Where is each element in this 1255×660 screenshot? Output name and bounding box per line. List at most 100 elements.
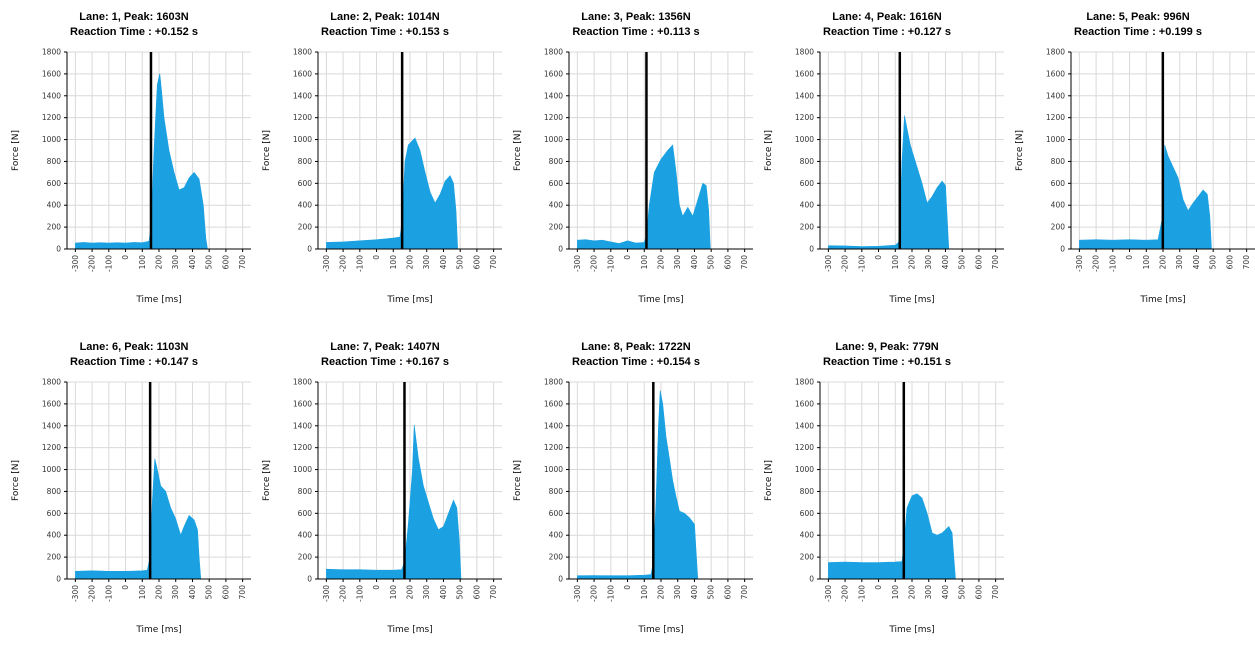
y-tick-label: 800	[298, 487, 313, 496]
y-tick-label: 200	[549, 553, 564, 562]
y-axis-label: Force [N]	[1015, 130, 1025, 171]
y-tick-label: 1000	[293, 465, 312, 474]
chart-title: Lane: 3, Peak: 1356N	[581, 11, 691, 23]
x-tick-label: -200	[1092, 255, 1101, 272]
y-tick-label: 1800	[795, 378, 814, 387]
x-tick-label: 500	[707, 585, 716, 600]
x-tick-label: 300	[924, 255, 933, 270]
x-tick-label: 100	[891, 585, 900, 600]
x-tick-label: -300	[71, 585, 80, 602]
y-tick-label: 1800	[544, 48, 563, 57]
x-tick-label: 0	[623, 255, 632, 260]
chart-svg: Lane: 1, Peak: 1603N Reaction Time : +0.1…	[11, 11, 251, 305]
y-tick-label: 200	[298, 553, 313, 562]
x-tick-label: 600	[221, 255, 230, 270]
x-tick-label: 200	[908, 585, 917, 600]
x-tick-label: 0	[623, 585, 632, 590]
y-tick-label: 600	[47, 179, 62, 188]
y-tick-label: 1400	[795, 91, 814, 100]
x-tick-label: 700	[489, 255, 498, 270]
y-tick-label: 0	[56, 575, 61, 584]
y-tick-label: 1000	[1046, 135, 1065, 144]
x-tick-label: 400	[439, 255, 448, 270]
x-tick-label: 200	[155, 255, 164, 270]
x-tick-label: 400	[690, 255, 699, 270]
y-tick-label: 1600	[293, 399, 312, 408]
chart-subtitle: Reaction Time : +0.113 s	[572, 26, 699, 38]
y-axis-label: Force [N]	[262, 130, 272, 171]
chart-title: Lane: 9, Peak: 779N	[835, 341, 938, 353]
x-tick-label: 400	[690, 585, 699, 600]
force-chart-lane-4: Lane: 4, Peak: 1616N Reaction Time : +0.1…	[753, 0, 1004, 330]
x-tick-label: -200	[841, 255, 850, 272]
y-tick-label: 0	[307, 575, 312, 584]
x-tick-label: -300	[573, 585, 582, 602]
chart-svg: Lane: 2, Peak: 1014N Reaction Time : +0.1…	[262, 11, 502, 305]
y-tick-label: 1600	[42, 69, 61, 78]
y-tick-label: 1200	[1046, 113, 1065, 122]
x-tick-label: -100	[355, 255, 364, 272]
x-tick-label: 500	[958, 255, 967, 270]
chart-subtitle: Reaction Time : +0.152 s	[70, 26, 198, 38]
x-tick-label: 500	[707, 255, 716, 270]
chart-subtitle: Reaction Time : +0.153 s	[321, 26, 449, 38]
x-tick-label: -100	[1108, 255, 1117, 272]
y-tick-label: 1400	[795, 421, 814, 430]
chart-subtitle: Reaction Time : +0.199 s	[1074, 26, 1202, 38]
x-tick-label: -200	[88, 585, 97, 602]
y-tick-label: 1600	[544, 69, 563, 78]
force-area	[577, 144, 711, 250]
y-tick-label: 0	[809, 245, 814, 254]
y-tick-label: 1600	[544, 399, 563, 408]
chart-svg: Lane: 3, Peak: 1356N Reaction Time : +0.1…	[513, 11, 753, 305]
y-axis-label: Force [N]	[513, 130, 523, 171]
y-tick-label: 0	[558, 245, 563, 254]
x-axis-label: Time [ms]	[135, 625, 181, 635]
y-tick-label: 1200	[795, 443, 814, 452]
y-tick-label: 1400	[544, 421, 563, 430]
y-tick-label: 1600	[42, 399, 61, 408]
y-tick-label: 400	[47, 201, 62, 210]
x-tick-label: -300	[1075, 255, 1084, 272]
x-tick-label: 100	[389, 255, 398, 270]
x-tick-label: 0	[874, 255, 883, 260]
x-tick-label: 300	[1175, 255, 1184, 270]
chart-title: Lane: 1, Peak: 1603N	[79, 11, 189, 23]
y-tick-label: 1800	[544, 378, 563, 387]
chart-subtitle: Reaction Time : +0.167 s	[321, 356, 449, 368]
force-area	[75, 73, 208, 250]
y-tick-label: 400	[298, 201, 313, 210]
x-tick-label: -200	[841, 585, 850, 602]
x-tick-label: 200	[1159, 255, 1168, 270]
x-tick-label: 400	[439, 585, 448, 600]
y-tick-label: 0	[1060, 245, 1065, 254]
y-tick-label: 1800	[293, 378, 312, 387]
x-tick-label: 0	[372, 585, 381, 590]
y-tick-label: 800	[47, 157, 62, 166]
chart-subtitle: Reaction Time : +0.151 s	[823, 356, 951, 368]
y-tick-label: 1200	[42, 113, 61, 122]
x-tick-label: -300	[322, 255, 331, 272]
x-tick-label: -100	[606, 585, 615, 602]
y-tick-label: 1400	[42, 421, 61, 430]
y-tick-label: 1800	[293, 48, 312, 57]
x-tick-label: 100	[138, 585, 147, 600]
y-tick-label: 200	[47, 553, 62, 562]
x-tick-label: 700	[238, 585, 247, 600]
y-tick-label: 1000	[795, 465, 814, 474]
y-tick-label: 1000	[544, 465, 563, 474]
x-axis-label: Time [ms]	[888, 625, 934, 635]
y-tick-label: 1000	[293, 135, 312, 144]
y-axis-label: Force [N]	[764, 130, 774, 171]
chart-title: Lane: 8, Peak: 1722N	[581, 341, 691, 353]
force-chart-lane-1: Lane: 1, Peak: 1603N Reaction Time : +0.1…	[0, 0, 251, 330]
y-tick-label: 200	[800, 553, 815, 562]
y-tick-label: 1200	[544, 113, 563, 122]
x-tick-label: 0	[1125, 255, 1134, 260]
x-tick-label: 500	[1209, 255, 1218, 270]
x-tick-label: 300	[422, 585, 431, 600]
x-tick-label: 100	[640, 585, 649, 600]
x-tick-label: 400	[941, 585, 950, 600]
y-tick-label: 200	[298, 223, 313, 232]
y-tick-label: 400	[1051, 201, 1066, 210]
